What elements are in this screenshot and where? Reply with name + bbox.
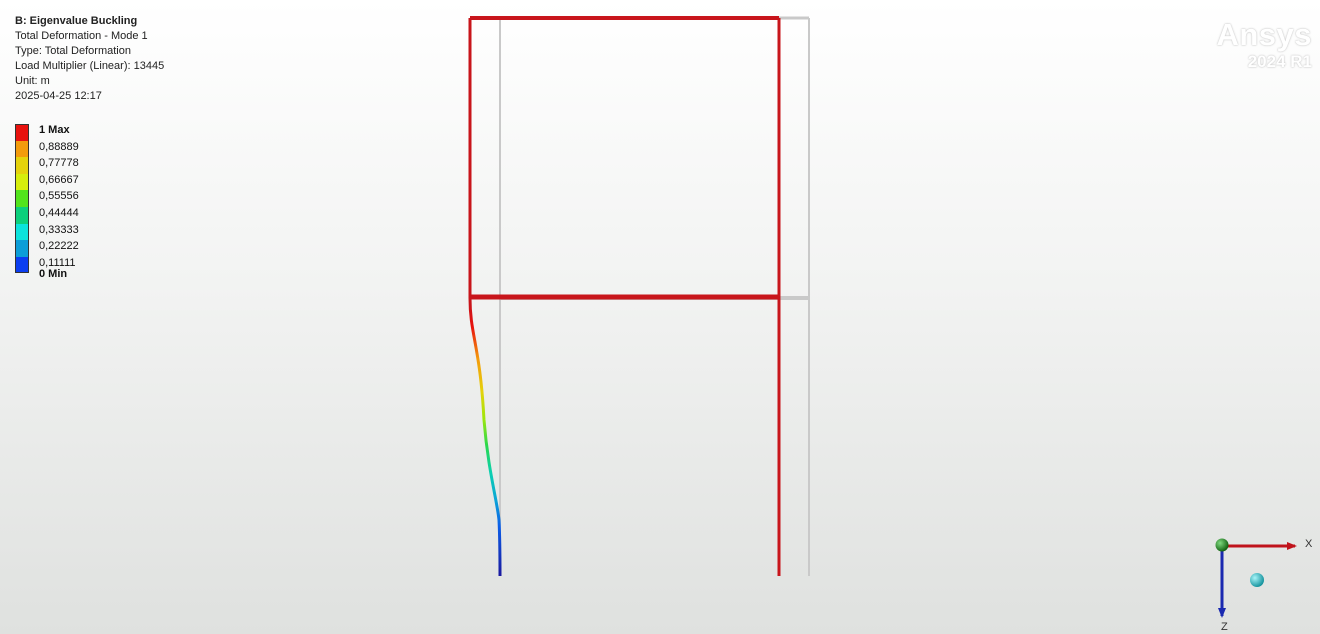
legend-color-swatch[interactable] bbox=[15, 256, 29, 274]
ansys-logo: Ansys 2024 R1 bbox=[1216, 18, 1312, 72]
legend-color-swatch[interactable] bbox=[15, 157, 29, 174]
result-timestamp: 2025-04-25 12:17 bbox=[15, 90, 102, 102]
legend-color-swatch[interactable] bbox=[15, 124, 29, 141]
legend-color-swatch[interactable] bbox=[15, 140, 29, 158]
legend-label[interactable]: 0,44444 bbox=[39, 207, 79, 219]
deformed-frame[interactable] bbox=[468, 16, 781, 577]
result-type: Type: Total Deformation bbox=[15, 45, 131, 57]
legend-label[interactable]: 0,66667 bbox=[39, 173, 79, 186]
logo-version: 2024 R1 bbox=[1247, 52, 1312, 71]
legend-color-swatch[interactable] bbox=[15, 207, 29, 224]
logo-brand: Ansys bbox=[1216, 17, 1312, 52]
result-info: B: Eigenvalue Buckling Total Deformation… bbox=[15, 14, 164, 104]
legend-color-swatch[interactable] bbox=[15, 223, 29, 241]
legend-label[interactable]: 0,22222 bbox=[39, 240, 79, 253]
z-axis-label: Z bbox=[1221, 621, 1228, 633]
legend-label[interactable]: 0,88889 bbox=[39, 140, 79, 153]
legend-label[interactable]: 0,55556 bbox=[39, 190, 79, 203]
coordinate-triad[interactable]: X Z bbox=[1215, 538, 1314, 633]
legend-label[interactable]: 0,33333 bbox=[39, 223, 79, 236]
legend-color-swatch[interactable] bbox=[15, 240, 29, 257]
analysis-title: B: Eigenvalue Buckling bbox=[15, 15, 138, 27]
legend-label-max[interactable]: 1 Max bbox=[39, 124, 70, 136]
legend-label[interactable]: 0,11111 bbox=[39, 256, 76, 269]
y-axis-ball[interactable] bbox=[1215, 538, 1229, 552]
legend-color-swatch[interactable] bbox=[15, 173, 29, 191]
result-unit: Unit: m bbox=[15, 75, 50, 87]
legend-label[interactable]: 0,77778 bbox=[39, 157, 79, 170]
x-axis-label: X bbox=[1305, 538, 1313, 550]
isometric-view-ball[interactable] bbox=[1250, 573, 1264, 587]
deformed-left-lower-column[interactable] bbox=[468, 297, 502, 577]
result-name: Total Deformation - Mode 1 bbox=[15, 30, 148, 42]
legend-label-min[interactable]: 0 Min bbox=[39, 268, 68, 280]
load-multiplier: Load Multiplier (Linear): 13445 bbox=[15, 60, 165, 72]
legend-color-swatch[interactable] bbox=[15, 190, 29, 207]
